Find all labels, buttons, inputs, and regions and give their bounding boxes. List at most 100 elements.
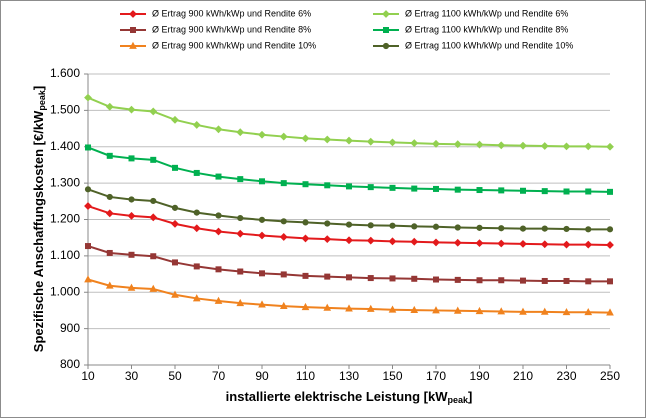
marker — [149, 284, 158, 292]
x-tick-label: 210 — [513, 369, 533, 383]
x-tick-label: 30 — [125, 369, 139, 383]
marker — [388, 138, 397, 147]
marker — [475, 140, 484, 149]
x-tick-label: 110 — [296, 369, 315, 383]
marker — [345, 136, 353, 145]
marker — [345, 304, 353, 312]
y-tick-label: 1.400 — [50, 139, 80, 153]
marker — [301, 302, 310, 311]
marker — [606, 142, 614, 151]
marker — [607, 188, 613, 195]
y-tick-label: 1.100 — [50, 248, 80, 262]
y-tick-label: 1.000 — [50, 284, 80, 298]
marker — [367, 222, 374, 229]
x-tick-label: 170 — [426, 369, 446, 383]
marker — [106, 249, 113, 256]
marker — [410, 305, 419, 313]
marker — [433, 276, 439, 283]
marker — [540, 142, 549, 150]
marker — [302, 181, 309, 188]
marker — [105, 281, 114, 289]
y-label-sub: peak — [37, 89, 47, 111]
legend-label: Ø Ertrag 1100 kWh/kWp und Rendite 8% — [405, 24, 568, 34]
marker — [172, 259, 178, 266]
marker — [411, 223, 418, 230]
marker — [606, 226, 614, 233]
marker — [366, 236, 375, 245]
marker — [259, 270, 265, 277]
marker — [606, 308, 614, 316]
marker — [105, 102, 114, 111]
marker — [150, 197, 157, 205]
legend-label: Ø Ertrag 1100 kWh/kWp und Rendite 6% — [405, 8, 568, 18]
marker — [383, 27, 389, 33]
marker — [237, 214, 244, 222]
marker — [193, 209, 200, 216]
marker — [150, 253, 157, 260]
marker — [584, 307, 593, 316]
x-tick-label: 50 — [168, 369, 182, 383]
marker — [382, 10, 390, 18]
marker — [411, 185, 418, 192]
marker — [279, 301, 288, 309]
marker — [454, 276, 461, 283]
marker — [562, 240, 571, 249]
y-tick-label: 800 — [60, 357, 80, 371]
x-tick-label: 10 — [81, 369, 95, 383]
y-tick-label: 1.500 — [50, 103, 80, 117]
marker — [280, 271, 287, 278]
x-label-sub: peak — [447, 395, 469, 405]
marker — [541, 277, 548, 284]
marker — [498, 277, 505, 284]
marker — [476, 187, 483, 194]
marker — [106, 152, 113, 159]
marker — [541, 188, 548, 195]
marker — [346, 183, 352, 190]
marker — [345, 221, 353, 228]
marker — [279, 132, 288, 141]
marker — [324, 182, 331, 189]
marker — [172, 164, 178, 171]
marker — [562, 307, 571, 316]
marker — [128, 196, 135, 203]
marker — [366, 137, 375, 146]
x-axis-label: installierte elektrische Leistung [kWpea… — [226, 389, 473, 405]
marker — [237, 268, 244, 275]
marker — [84, 202, 92, 210]
marker — [192, 224, 201, 233]
marker — [323, 135, 332, 144]
marker — [323, 303, 332, 311]
marker — [214, 296, 223, 304]
marker — [585, 278, 592, 285]
marker — [367, 184, 374, 191]
marker — [453, 306, 462, 314]
marker — [214, 125, 223, 134]
marker — [236, 229, 245, 238]
marker — [454, 224, 461, 231]
marker — [236, 128, 245, 137]
marker — [454, 186, 461, 193]
legend-label: Ø Ertrag 900 kWh/kWp und Rendite 10% — [152, 40, 316, 50]
marker — [128, 251, 135, 258]
marker — [129, 41, 137, 49]
marker — [171, 219, 179, 228]
marker — [411, 275, 418, 282]
marker — [389, 275, 396, 282]
marker — [192, 294, 201, 302]
marker — [382, 42, 390, 50]
marker — [345, 236, 353, 245]
x-label-main: installierte elektrische Leistung [kW — [226, 389, 449, 404]
marker — [520, 277, 526, 284]
x-tick-label: 230 — [556, 369, 576, 383]
marker — [498, 187, 505, 194]
marker — [149, 213, 158, 222]
marker — [562, 142, 571, 151]
marker — [346, 274, 352, 281]
marker — [280, 218, 287, 225]
x-tick-label: 130 — [339, 369, 359, 383]
marker — [388, 305, 397, 313]
marker — [563, 188, 570, 195]
